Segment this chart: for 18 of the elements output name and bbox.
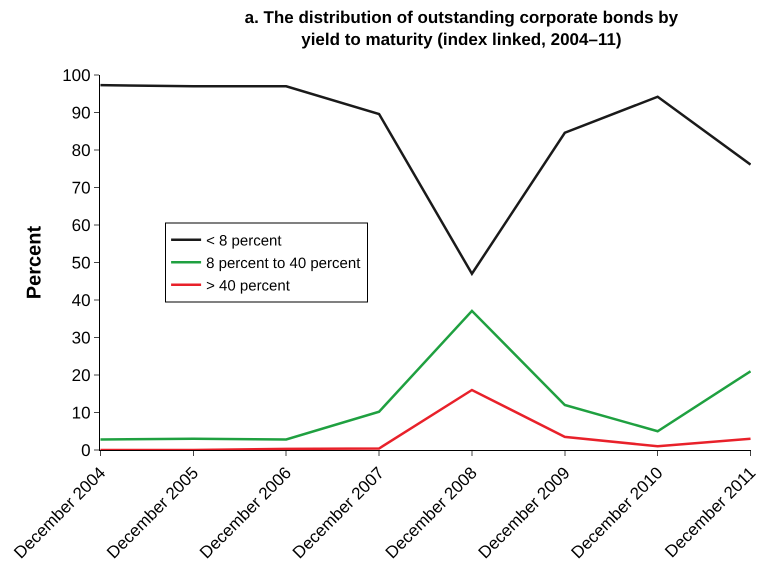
y-tick-label: 50 [72,253,91,272]
line-series [100,84,751,275]
y-tick-label: 30 [72,328,91,348]
legend-label: < 8 percent [206,232,282,250]
y-tick-label: 0 [81,440,91,460]
y-tick-label: 40 [72,290,91,310]
chart-title: a. The distribution of outstanding corporate bonds by yield to maturity (index linked, 2004–11) [244,8,679,49]
y-axis-title: Percent [24,225,46,300]
y-tick-label: 90 [72,103,91,122]
legend-label: > 40 percent [206,278,291,295]
y-tick-label: 100 [62,66,91,85]
legend-label: 8 percent to 40 percent [206,255,362,272]
y-tick-label: 60 [72,216,91,235]
y-tick-label: 70 [72,178,91,198]
y-tick-label: 10 [72,403,91,422]
y-tick-label: 80 [72,140,91,160]
line-series [100,310,751,441]
y-tick-label: 20 [72,366,91,385]
